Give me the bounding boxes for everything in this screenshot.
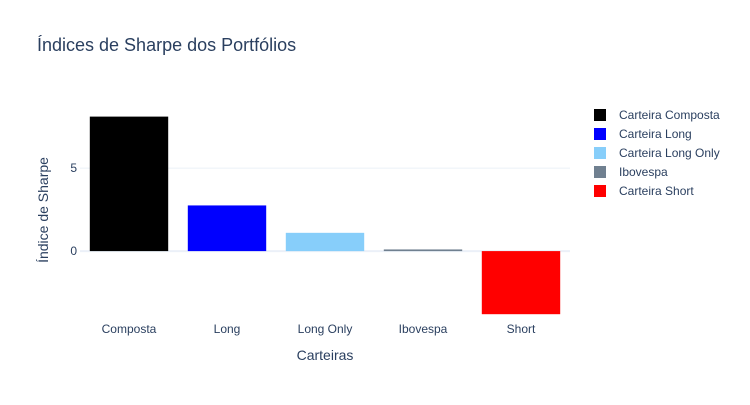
legend-item[interactable]: Carteira Short bbox=[594, 184, 694, 198]
y-tick-label: 0 bbox=[70, 244, 77, 258]
legend-label: Ibovespa bbox=[619, 165, 668, 179]
x-tick-label: Ibovespa bbox=[399, 322, 448, 336]
legend-label: Carteira Long bbox=[619, 127, 692, 141]
legend-label: Carteira Composta bbox=[619, 108, 720, 122]
legend-item[interactable]: Carteira Composta bbox=[594, 108, 720, 122]
x-axis-label: Carteiras bbox=[297, 347, 354, 363]
legend[interactable]: Carteira Composta Carteira Long Carteira L… bbox=[594, 108, 720, 198]
legend-item[interactable]: Ibovespa bbox=[594, 165, 668, 179]
y-axis-label: Índice de Sharpe bbox=[35, 157, 51, 263]
x-tick-label: Composta bbox=[102, 322, 157, 336]
ticks-layer: 0 5 Composta Long Long Only Ibovespa Short bbox=[70, 161, 536, 336]
x-tick-label: Long Only bbox=[298, 322, 353, 336]
legend-swatch bbox=[594, 185, 606, 197]
bar-composta[interactable] bbox=[89, 116, 169, 252]
legend-item[interactable]: Carteira Long bbox=[594, 127, 692, 141]
bars-layer bbox=[89, 116, 561, 315]
y-tick-label: 5 bbox=[70, 161, 77, 175]
legend-swatch bbox=[594, 109, 606, 121]
legend-swatch bbox=[594, 147, 606, 159]
legend-item[interactable]: Carteira Long Only bbox=[594, 146, 720, 160]
x-tick-label: Long bbox=[214, 322, 241, 336]
bar-ibovespa[interactable] bbox=[383, 249, 463, 252]
legend-swatch bbox=[594, 128, 606, 140]
chart-title: Índices de Sharpe dos Portfólios bbox=[37, 35, 296, 55]
bar-long-only[interactable] bbox=[285, 232, 365, 252]
legend-swatch bbox=[594, 166, 606, 178]
legend-label: Carteira Long Only bbox=[619, 146, 720, 160]
x-tick-label: Short bbox=[507, 322, 536, 336]
bar-short[interactable] bbox=[481, 251, 561, 315]
bar-long[interactable] bbox=[187, 205, 267, 252]
legend-label: Carteira Short bbox=[619, 184, 694, 198]
